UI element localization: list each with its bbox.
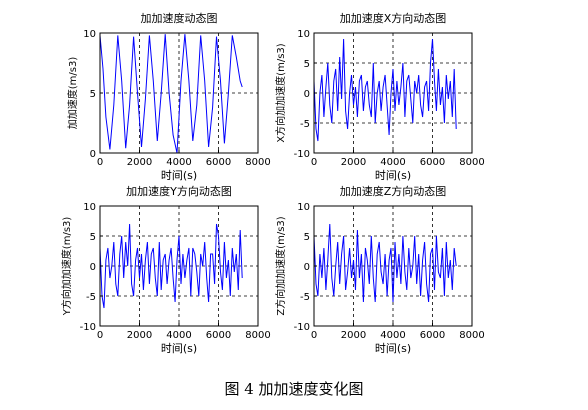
y-axis-label: Z方向加加速度(m/s3) (274, 216, 287, 315)
y-tick-label: 10 (297, 202, 310, 213)
series-line (99, 223, 243, 309)
x-tick-label: 8000 (459, 330, 484, 341)
x-tick-label: 4000 (166, 157, 191, 168)
y-tick-label: 5 (304, 232, 310, 243)
y-tick-label: -10 (80, 322, 96, 333)
y-tick-label: -5 (300, 119, 310, 130)
x-tick-label: 2000 (341, 330, 366, 341)
y-tick-label: 0 (90, 149, 96, 160)
y-tick-label: -5 (300, 292, 310, 303)
y-tick-label: 5 (304, 59, 310, 70)
y-axis-label: Y方向加加速度(m/s3) (60, 217, 73, 317)
subplot-2: 0 2000 4000 6000 8000 -10 -5 0 5 10 加加速度X方向动态图时间(s… (274, 11, 485, 182)
x-tick-label: 2000 (341, 157, 366, 168)
x-tick-label: 6000 (420, 157, 445, 168)
y-tick-label: -5 (86, 292, 96, 303)
subplot-title: 加加速度Y方向动态图 (126, 184, 232, 198)
y-tick-label: 0 (90, 262, 96, 273)
x-tick-label: 4000 (166, 330, 191, 341)
x-tick-label: 0 (311, 330, 317, 341)
x-axis-label: 时间(s) (375, 169, 411, 182)
y-tick-label: 10 (83, 29, 96, 40)
figure-caption: 图 4 加加速度变化图 (224, 380, 364, 398)
x-tick-label: 4000 (380, 157, 405, 168)
x-tick-label: 8000 (459, 157, 484, 168)
x-tick-label: 4000 (380, 330, 405, 341)
subplot-title: 加加速度Z方向动态图 (340, 184, 447, 198)
y-axis-label: X方向加加速度(m/s3) (274, 43, 287, 142)
x-tick-label: 0 (311, 157, 317, 168)
x-axis-label: 时间(s) (375, 342, 411, 355)
y-tick-label: 10 (83, 202, 96, 213)
series-line (99, 34, 243, 154)
x-tick-label: 0 (97, 157, 103, 168)
y-tick-label: 0 (304, 89, 310, 100)
y-tick-label: 5 (90, 89, 96, 100)
x-tick-label: 8000 (245, 330, 270, 341)
y-tick-label: 5 (90, 232, 96, 243)
y-tick-label: 10 (297, 29, 310, 40)
x-tick-label: 6000 (206, 157, 231, 168)
y-tick-label: -10 (294, 322, 310, 333)
x-tick-label: 6000 (420, 330, 445, 341)
x-tick-label: 8000 (245, 157, 270, 168)
y-tick-label: -10 (294, 149, 310, 160)
series-line (313, 38, 457, 142)
subplot-4: 0 2000 4000 6000 8000 -10 -5 0 5 10 加加速度Z方向动态图时间(s… (274, 184, 485, 355)
y-axis-label: 加加速度(m/s3) (66, 57, 79, 130)
series-line (313, 223, 457, 303)
subplot-3: 0 2000 4000 6000 8000 -10 -5 0 5 10 加加速度Y方向动态图时间(s… (60, 184, 271, 355)
subplot-title: 加加速度X方向动态图 (340, 11, 447, 25)
y-tick-label: 0 (304, 262, 310, 273)
x-tick-label: 2000 (127, 157, 152, 168)
x-tick-label: 0 (97, 330, 103, 341)
x-axis-label: 时间(s) (161, 169, 197, 182)
x-tick-label: 6000 (206, 330, 231, 341)
x-tick-label: 2000 (127, 330, 152, 341)
subplot-title: 加加速度动态图 (141, 11, 218, 25)
x-axis-label: 时间(s) (161, 342, 197, 355)
